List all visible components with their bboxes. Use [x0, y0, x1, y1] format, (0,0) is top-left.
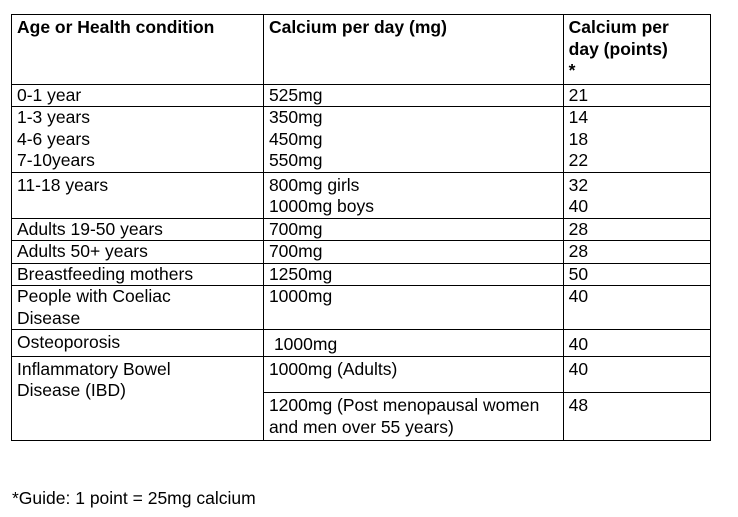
mg-text: 1200mg (Post menopausal women and men ov… [268, 395, 540, 437]
age-cell: 11-18 years [11, 171, 264, 219]
age-text: 4-6 years [17, 128, 90, 149]
points-cell: 50 [562, 262, 712, 286]
header-age: Age or Health condition [11, 14, 264, 85]
table-row: People with Coeliac Disease 1000mg 40 [11, 285, 712, 330]
age-text: Adults 50+ years [17, 241, 148, 261]
table-row: Adults 19-50 years 700mg 28 [11, 217, 712, 241]
mg-cell: 1200mg (Post menopausal women and men ov… [262, 392, 564, 441]
table-row: 11-18 years 800mg girls 1000mg boys 32 4… [11, 171, 712, 219]
mg-cell: 1000mg [262, 285, 564, 330]
mg-text: 700mg [268, 241, 323, 261]
table-row: 1-3 years 4-6 years 7-10years 350mg 450m… [11, 106, 712, 173]
points-text: 40 [568, 286, 589, 306]
points-cell: 21 [562, 83, 712, 107]
table-header-row: Age or Health condition Calcium per day … [11, 14, 712, 85]
footnote: *Guide: 1 point = 25mg calcium [12, 488, 256, 508]
mg-text: 1000mg boys [268, 196, 375, 216]
age-text: People with Coeliac Disease [17, 286, 171, 328]
points-cell: 40 [562, 355, 712, 393]
mg-text: 800mg girls [268, 174, 360, 195]
mg-text: 1000mg [268, 286, 333, 306]
table-row: 0-1 year 525mg 21 [11, 83, 712, 107]
header-mg: Calcium per day (mg) [262, 14, 564, 85]
age-cell: People with Coeliac Disease [11, 285, 264, 330]
age-text: 7-10years [17, 150, 95, 170]
table-row: Breastfeeding mothers 1250mg 50 [11, 262, 712, 286]
table-row: Inflammatory Bowel Disease (IBD) 1000mg … [11, 355, 712, 441]
age-cell: Adults 50+ years [11, 240, 264, 264]
mg-text: 450mg [268, 128, 323, 149]
points-cell: 28 [562, 217, 712, 241]
points-text: 18 [568, 128, 589, 149]
points-text: 28 [568, 241, 589, 261]
mg-cell: 1000mg [262, 329, 564, 357]
mg-text: 1000mg (Adults) [268, 358, 398, 379]
points-cell: 28 [562, 240, 712, 264]
points-text: 40 [568, 196, 589, 216]
points-text: 40 [568, 358, 589, 379]
age-text: 1-3 years [17, 107, 90, 127]
mg-cell: 800mg girls 1000mg boys [262, 171, 564, 219]
points-text: 14 [568, 107, 589, 127]
age-cell: 0-1 year [11, 83, 264, 107]
points-cell: 14 18 22 [562, 106, 712, 173]
mg-cell: 350mg 450mg 550mg [262, 106, 564, 173]
age-text: 0-1 year [17, 84, 82, 105]
age-text: Breastfeeding mothers [17, 263, 194, 284]
age-cell: Osteoporosis [11, 329, 264, 357]
table-row: Adults 50+ years 700mg 28 [11, 240, 712, 264]
age-text: Inflammatory Bowel Disease (IBD) [17, 358, 171, 401]
points-cell: 40 [562, 329, 712, 357]
points-cell: 48 [562, 392, 712, 441]
mg-cell: 1000mg (Adults) [262, 355, 564, 393]
points-text: 40 [568, 334, 589, 354]
table-row: Osteoporosis 1000mg 40 [11, 329, 712, 357]
mg-text: 550mg [268, 150, 323, 170]
age-cell: Breastfeeding mothers [11, 262, 264, 286]
mg-cell: 1250mg [262, 262, 564, 286]
mg-text: 700mg [268, 218, 323, 239]
header-points: Calcium per day (points) * [562, 14, 712, 85]
points-text: 22 [568, 150, 589, 170]
points-text: 28 [568, 218, 589, 239]
age-cell: 1-3 years 4-6 years 7-10years [11, 106, 264, 173]
points-text: 21 [568, 84, 589, 105]
points-text: 48 [568, 395, 589, 415]
table-row: 1200mg (Post menopausal women and men ov… [12, 392, 712, 441]
points-text: 50 [568, 263, 589, 284]
age-text: 11-18 years [17, 174, 109, 195]
mg-text: 350mg [268, 107, 323, 127]
mg-cell: 700mg [262, 240, 564, 264]
mg-text: 525mg [268, 84, 323, 105]
points-text: 32 [568, 174, 589, 195]
points-cell: 32 40 [562, 171, 712, 219]
calcium-table: Age or Health condition Calcium per day … [11, 14, 712, 441]
age-cell: Inflammatory Bowel Disease (IBD) [11, 355, 264, 441]
mg-cell: 700mg [262, 217, 564, 241]
age-cell: Adults 19-50 years [11, 217, 264, 241]
mg-text: 1250mg [268, 263, 333, 284]
age-text: Osteoporosis [17, 332, 121, 352]
points-cell: 40 [562, 285, 712, 330]
mg-text: 1000mg [273, 334, 338, 354]
age-text: Adults 19-50 years [17, 218, 163, 239]
mg-cell: 525mg [262, 83, 564, 107]
